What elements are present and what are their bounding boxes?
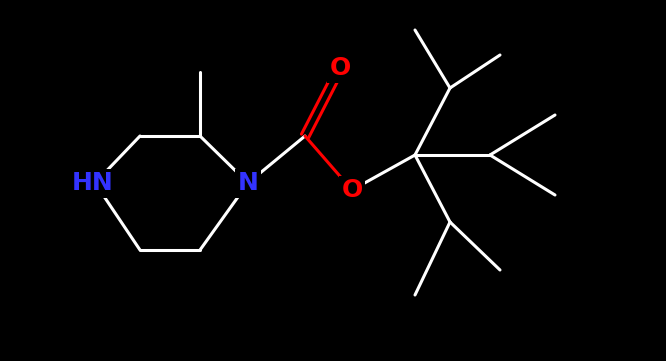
Text: O: O <box>330 56 350 80</box>
Text: HN: HN <box>72 171 114 195</box>
Text: O: O <box>342 178 362 202</box>
Text: N: N <box>238 171 258 195</box>
